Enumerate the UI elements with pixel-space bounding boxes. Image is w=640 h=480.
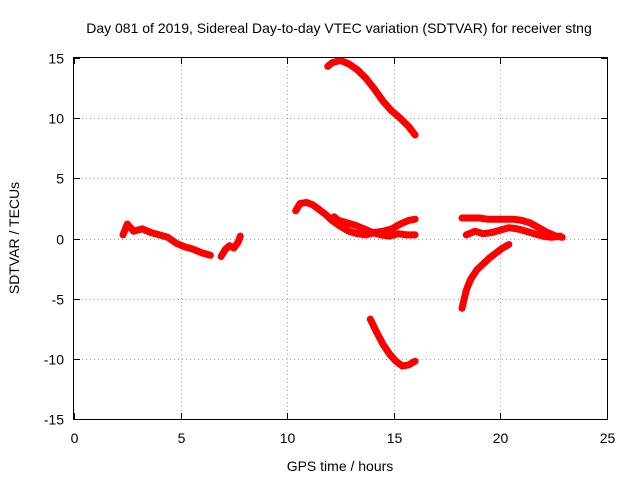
data-point-marker xyxy=(207,252,214,259)
y-tick-label: 15 xyxy=(48,51,64,67)
y-tick-label: -15 xyxy=(44,412,64,428)
data-point-marker xyxy=(412,132,419,138)
data-point-marker xyxy=(412,358,419,365)
x-tick-label: 10 xyxy=(280,430,296,446)
data-point-marker xyxy=(460,299,467,306)
y-tick-label: 10 xyxy=(48,111,64,127)
data-series xyxy=(366,315,419,370)
y-tick-label: -10 xyxy=(44,352,64,368)
data-point-marker xyxy=(505,241,512,248)
x-tick-label: 0 xyxy=(71,430,79,446)
plot-frame xyxy=(73,57,608,420)
data-series xyxy=(330,213,419,240)
x-axis-label: GPS time / hours xyxy=(287,458,394,474)
chart-title: Day 081 of 2019, Sidereal Day-to-day VTE… xyxy=(86,20,592,36)
data-series xyxy=(462,224,564,241)
data-series xyxy=(324,56,419,139)
data-point-marker xyxy=(412,216,419,223)
y-tick-label: -5 xyxy=(52,292,65,308)
x-tick-label: 20 xyxy=(493,430,509,446)
axis-ticks: 0 5 10 15 20 25 -15 -10 -5 0 5 10 15 xyxy=(44,51,616,447)
y-tick-label: 0 xyxy=(56,232,64,248)
data-point-marker xyxy=(237,233,244,240)
x-tick-label: 15 xyxy=(387,430,403,446)
x-tick-label: 5 xyxy=(178,430,186,446)
y-axis-label: SDTVAR / TECUs xyxy=(6,182,22,294)
data-series xyxy=(458,241,513,312)
data-point-marker xyxy=(557,233,564,240)
data-points xyxy=(119,56,566,370)
x-tick-label: 25 xyxy=(600,430,616,446)
data-series xyxy=(217,232,244,260)
data-point-marker xyxy=(412,231,419,238)
data-series xyxy=(119,220,214,259)
y-tick-label: 5 xyxy=(56,171,64,187)
